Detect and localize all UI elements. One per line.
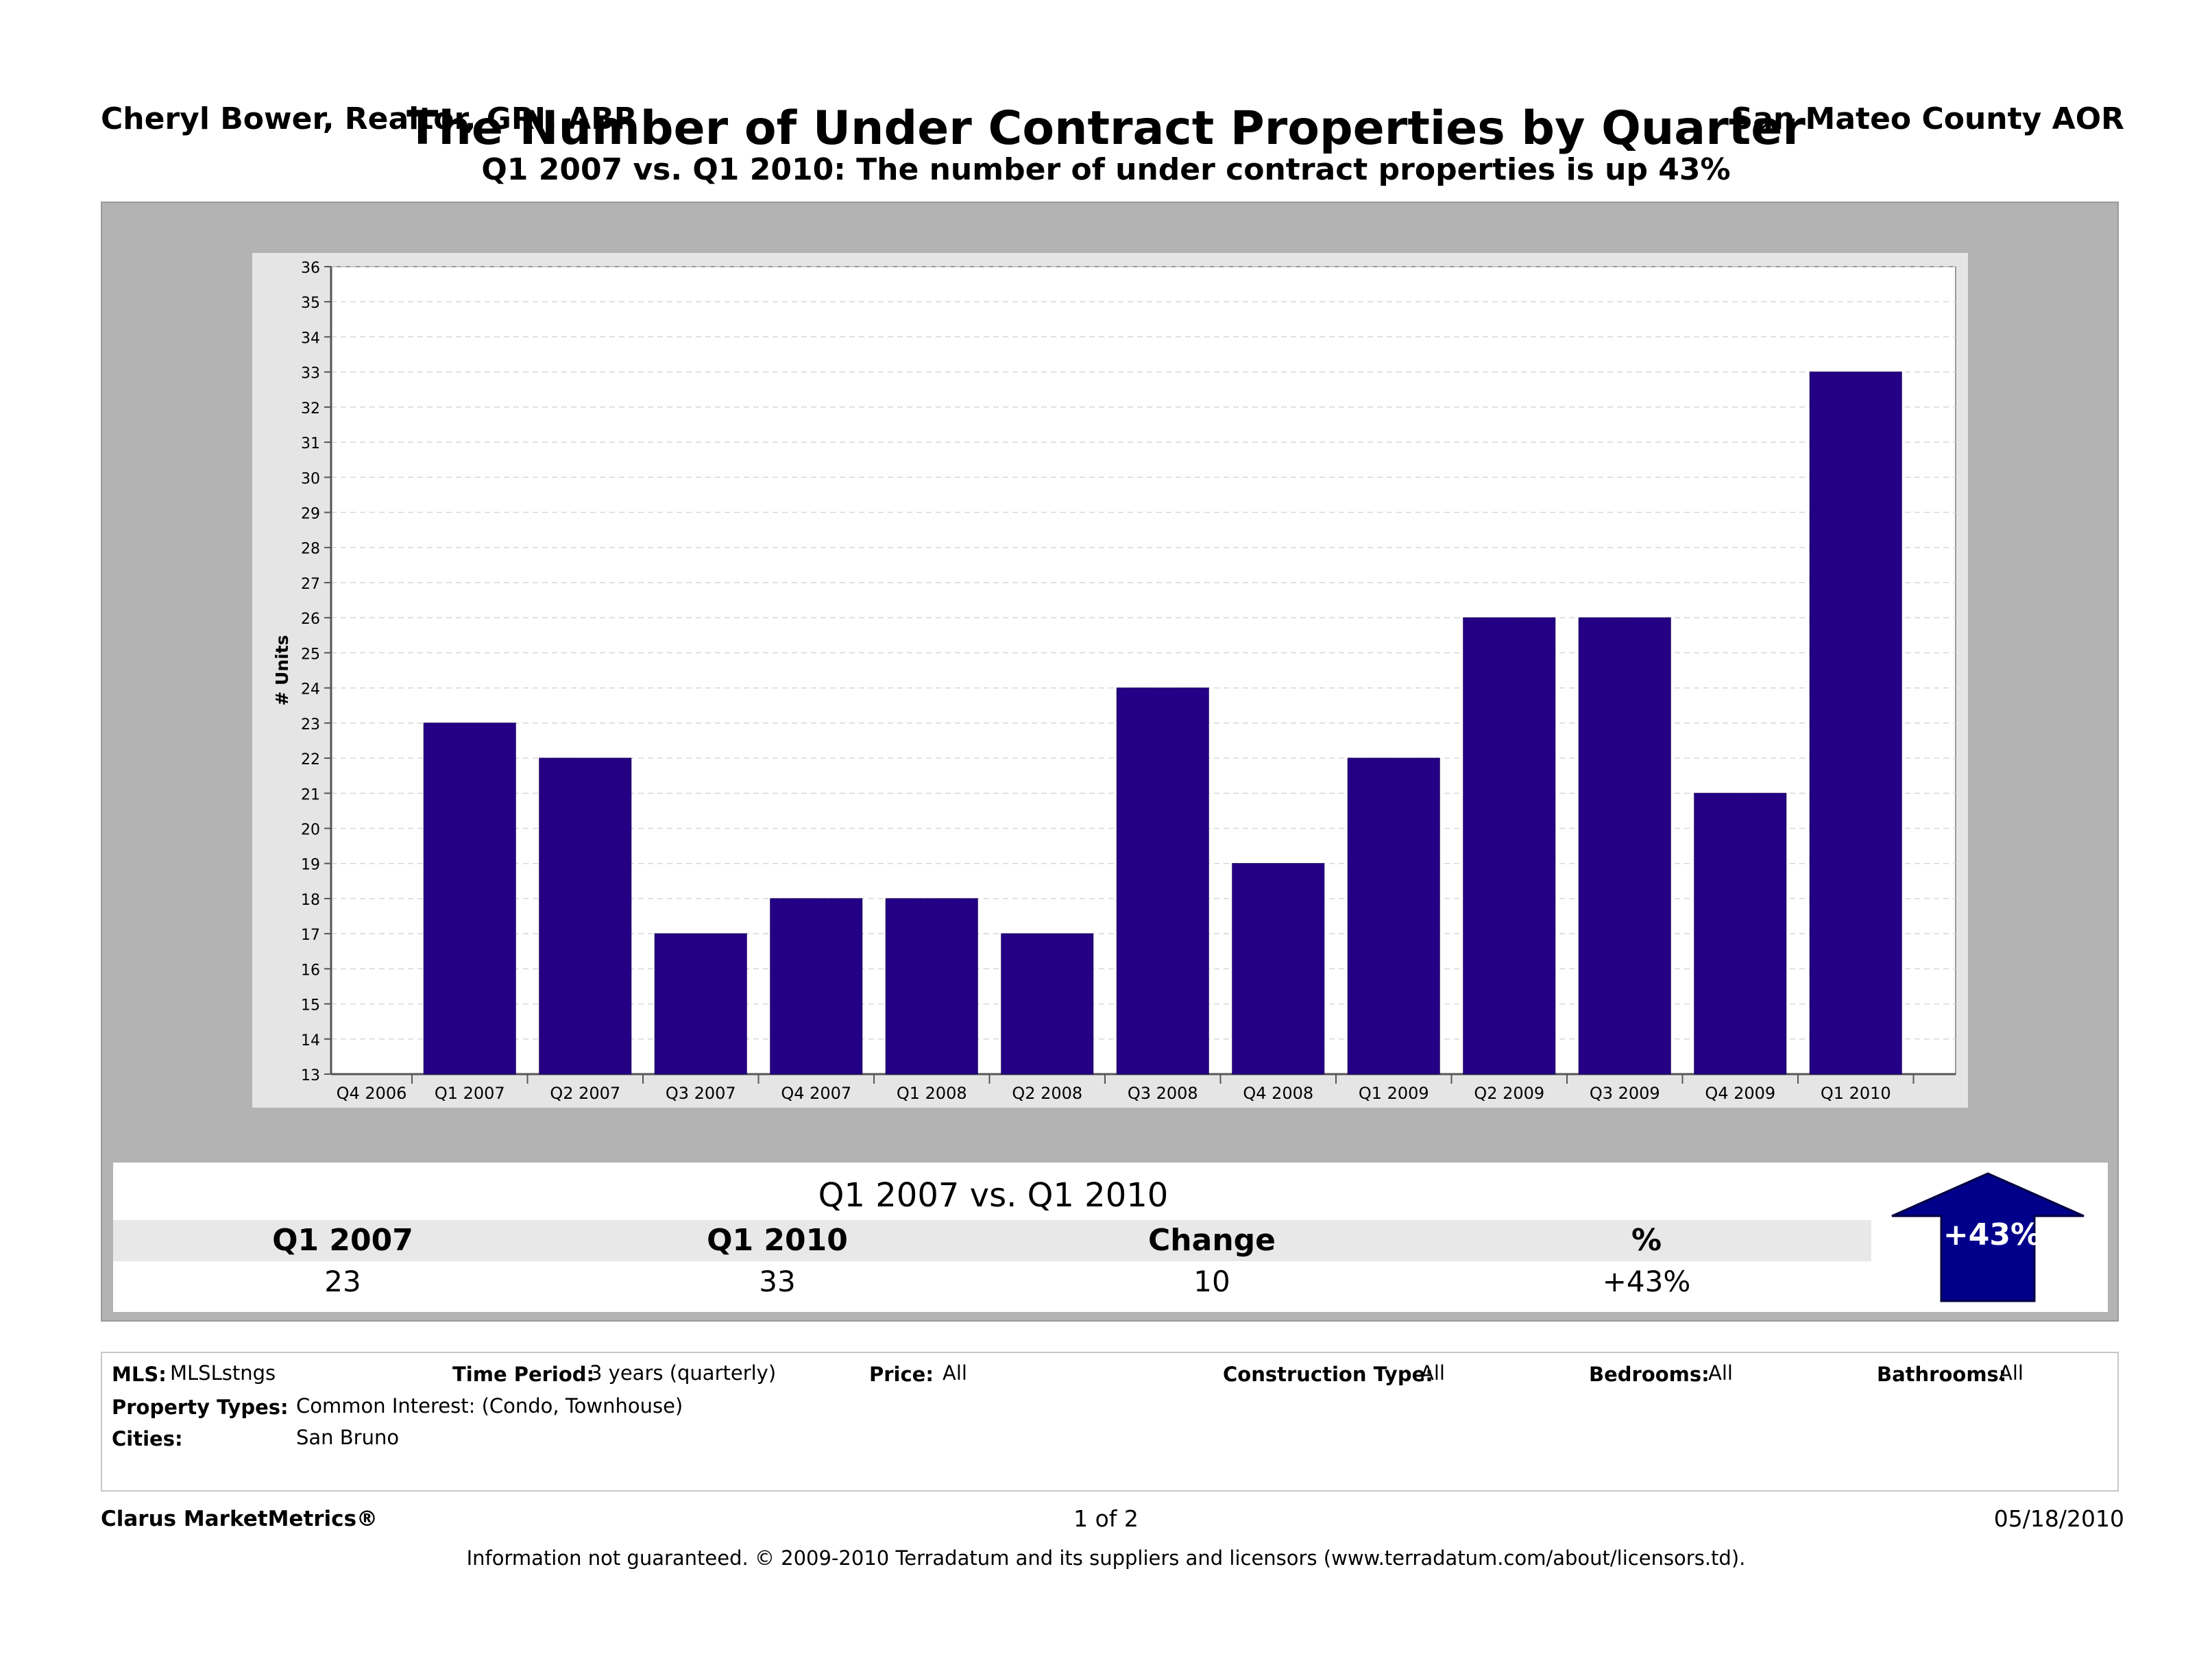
y-tick-label: 28 bbox=[301, 541, 320, 558]
brand-name: Clarus MarketMetrics® bbox=[101, 1507, 378, 1531]
x-tick-label: Q1 2009 bbox=[1359, 1084, 1429, 1103]
x-tick-label: Q3 2009 bbox=[1590, 1084, 1660, 1103]
y-tick-label: 26 bbox=[301, 611, 320, 628]
price-label: Price: bbox=[869, 1363, 934, 1386]
x-tick-label: Q4 2008 bbox=[1243, 1084, 1313, 1103]
agent-name: Cheryl Bower, Realtor, GRI, ABR bbox=[101, 101, 637, 136]
page-subtitle: Q1 2007 vs. Q1 2010: The number of under… bbox=[481, 152, 1731, 187]
bar bbox=[1001, 933, 1094, 1075]
y-tick-label: 16 bbox=[301, 962, 320, 979]
summary-header-row bbox=[113, 1220, 1871, 1261]
report-date: 05/18/2010 bbox=[1993, 1505, 2124, 1532]
y-tick-label: 32 bbox=[301, 400, 320, 417]
bar bbox=[1347, 757, 1440, 1075]
y-tick-label: 35 bbox=[301, 295, 320, 312]
y-tick-label: 29 bbox=[301, 506, 320, 523]
criteria-box bbox=[101, 1352, 2119, 1492]
bar bbox=[1809, 372, 1902, 1075]
x-tick-label: Q1 2008 bbox=[897, 1084, 967, 1103]
x-tick-label: Q2 2007 bbox=[550, 1084, 620, 1103]
y-axis-label: # Units bbox=[272, 635, 292, 705]
y-tick-label: 13 bbox=[301, 1067, 320, 1084]
y-tick-label: 34 bbox=[301, 330, 320, 347]
x-tick-label: Q3 2007 bbox=[666, 1084, 736, 1103]
summary-value-end: 33 bbox=[759, 1265, 796, 1298]
y-tick-label: 25 bbox=[301, 646, 320, 663]
y-tick-label: 19 bbox=[301, 857, 320, 874]
y-tick-label: 21 bbox=[301, 786, 320, 803]
bar bbox=[770, 898, 863, 1075]
x-tick-label: Q2 2008 bbox=[1012, 1084, 1082, 1103]
x-tick-label: Q4 2006 bbox=[337, 1084, 407, 1103]
bar bbox=[1463, 617, 1556, 1075]
property-types-value: Common Interest: (Condo, Townhouse) bbox=[296, 1394, 683, 1418]
bar bbox=[885, 898, 978, 1075]
up-arrow-icon bbox=[1891, 1172, 2085, 1302]
x-tick-label: Q2 2009 bbox=[1474, 1084, 1544, 1103]
x-tick-label: Q3 2008 bbox=[1128, 1084, 1198, 1103]
time-period-value: 3 years (quarterly) bbox=[590, 1361, 777, 1385]
x-tick-label: Q4 2007 bbox=[781, 1084, 851, 1103]
bar bbox=[1232, 863, 1325, 1075]
y-tick-label: 20 bbox=[301, 821, 320, 838]
summary-value-start: 23 bbox=[324, 1265, 361, 1298]
bar bbox=[1578, 617, 1671, 1075]
y-tick-label: 31 bbox=[301, 435, 320, 452]
price-value: All bbox=[943, 1361, 967, 1385]
y-tick-label: 27 bbox=[301, 576, 320, 593]
construction-type-label: Construction Type: bbox=[1223, 1363, 1433, 1386]
x-tick-label: Q1 2007 bbox=[435, 1084, 505, 1103]
y-tick-label: 17 bbox=[301, 927, 320, 944]
mls-value: MLSLstngs bbox=[170, 1361, 276, 1385]
summary-value-row bbox=[123, 1263, 1863, 1301]
bar bbox=[539, 757, 632, 1075]
bar bbox=[654, 933, 747, 1075]
arrow-percent-label: +43% bbox=[1943, 1217, 2041, 1252]
time-period-label: Time Period: bbox=[452, 1363, 595, 1386]
bathrooms-label: Bathrooms: bbox=[1877, 1363, 2007, 1386]
bar bbox=[423, 722, 516, 1075]
bedrooms-label: Bedrooms: bbox=[1589, 1363, 1710, 1386]
summary-header-percent: % bbox=[1631, 1223, 1662, 1258]
bedrooms-value: All bbox=[1708, 1361, 1733, 1385]
summary-value-percent: +43% bbox=[1602, 1265, 1691, 1298]
y-tick-label: 33 bbox=[301, 365, 320, 382]
page-title: The Number of Under Contract Properties … bbox=[406, 101, 1806, 156]
y-tick-label: 18 bbox=[301, 892, 320, 909]
disclaimer: Information not guaranteed. © 2009-2010 … bbox=[466, 1546, 1746, 1570]
page-number: 1 of 2 bbox=[1073, 1505, 1139, 1532]
y-tick-label: 14 bbox=[301, 1032, 320, 1049]
y-tick-label: 24 bbox=[301, 681, 320, 698]
y-tick-label: 36 bbox=[301, 260, 320, 277]
x-tick-label: Q1 2010 bbox=[1821, 1084, 1891, 1103]
cities-value: San Bruno bbox=[296, 1426, 400, 1449]
y-tick-label: 22 bbox=[301, 751, 320, 768]
summary-title: Q1 2007 vs. Q1 2010 bbox=[123, 1174, 1863, 1217]
property-types-label: Property Types: bbox=[112, 1396, 289, 1419]
bar bbox=[1694, 792, 1787, 1075]
y-tick-label: 23 bbox=[301, 716, 320, 733]
x-tick-label: Q4 2009 bbox=[1705, 1084, 1775, 1103]
construction-type-value: All bbox=[1420, 1361, 1445, 1385]
summary-header-change: Change bbox=[1148, 1223, 1276, 1258]
y-tick-label: 15 bbox=[301, 997, 320, 1014]
bathrooms-value: All bbox=[1999, 1361, 2023, 1385]
summary-header-start: Q1 2007 bbox=[272, 1223, 413, 1258]
y-tick-label: 30 bbox=[301, 470, 320, 487]
mls-label: MLS: bbox=[112, 1363, 167, 1386]
bar-chart: 13 14 15 16 17 18 19 20 21 22 23 24 25 26 27 28 29 30 31 32… bbox=[272, 260, 1956, 1103]
cities-label: Cities: bbox=[112, 1427, 183, 1450]
summary-value-change: 10 bbox=[1193, 1265, 1230, 1298]
bar bbox=[1116, 688, 1209, 1075]
summary-header-end: Q1 2010 bbox=[707, 1223, 848, 1258]
association-name: San Mateo County AOR bbox=[1731, 101, 2124, 136]
